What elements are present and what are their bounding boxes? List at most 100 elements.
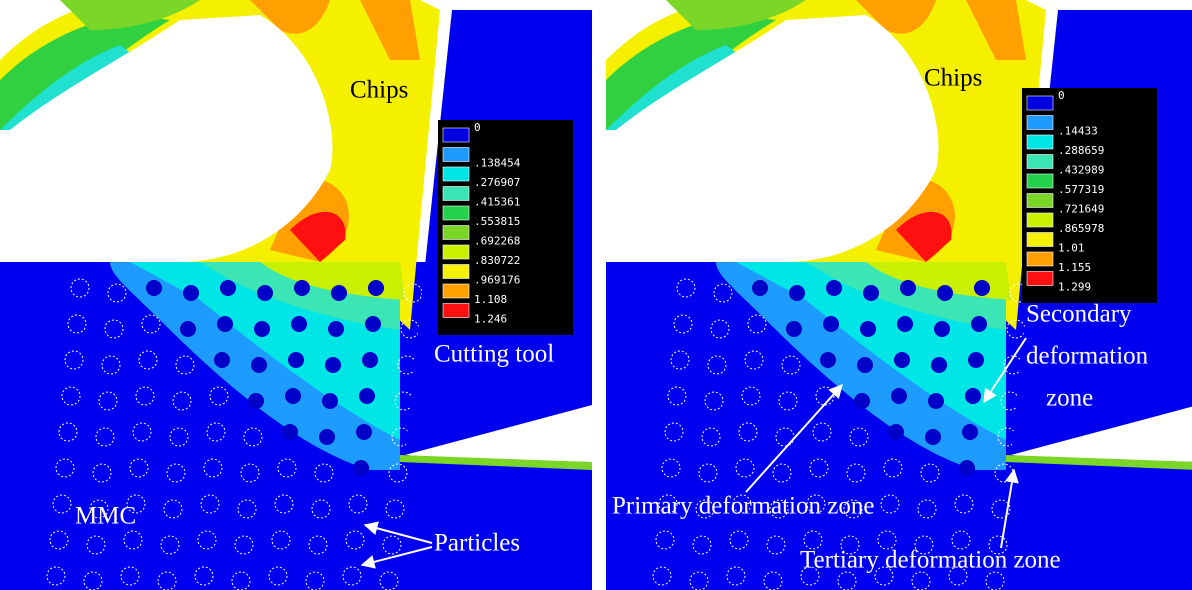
legend-label: .415361 bbox=[474, 196, 520, 209]
secondary-label: zone bbox=[1046, 385, 1093, 412]
particle-filled bbox=[220, 280, 236, 296]
tertiary-label: Tertiary deformation zone bbox=[800, 547, 1061, 574]
particle-filled bbox=[282, 424, 298, 440]
particle-filled bbox=[860, 321, 876, 337]
legend-label: .865978 bbox=[1058, 222, 1104, 235]
particle-filled bbox=[217, 316, 233, 332]
legend-label: .577319 bbox=[1058, 183, 1104, 196]
legend-swatch bbox=[443, 304, 469, 318]
particle-filled bbox=[888, 424, 904, 440]
particle-filled bbox=[322, 393, 338, 409]
particle-filled bbox=[826, 280, 842, 296]
particle-filled bbox=[894, 352, 910, 368]
legend-swatch bbox=[443, 245, 469, 259]
particle-filled bbox=[356, 424, 372, 440]
panel: 0.14433.288659.432989.577319.721649.8659… bbox=[606, 0, 1192, 590]
particle-filled bbox=[928, 393, 944, 409]
particle-filled bbox=[823, 316, 839, 332]
legend-swatch bbox=[1027, 174, 1053, 188]
particle-filled bbox=[937, 285, 953, 301]
particle-filled bbox=[294, 280, 310, 296]
legend: 0 .138454 .276907 .415361 .553815 .692268 .830… bbox=[438, 120, 573, 335]
particle-filled bbox=[288, 352, 304, 368]
particle-filled bbox=[368, 280, 384, 296]
particle-filled bbox=[359, 388, 375, 404]
legend-swatch bbox=[1027, 213, 1053, 227]
legend-swatch bbox=[1027, 116, 1053, 130]
particle-filled bbox=[897, 316, 913, 332]
particle-filled bbox=[146, 280, 162, 296]
legend-swatch bbox=[1027, 252, 1053, 266]
legend-label: 1.299 bbox=[1058, 281, 1091, 294]
primary-label: Primary deformation zone bbox=[612, 493, 874, 520]
particle-filled bbox=[820, 352, 836, 368]
legend-label: .692268 bbox=[474, 235, 520, 248]
secondary-label: Secondary bbox=[1026, 301, 1132, 328]
legend-swatch bbox=[443, 148, 469, 162]
particle-filled bbox=[180, 321, 196, 337]
panel: 0 .138454 .276907 .415361 .553815 .692268 .830… bbox=[0, 0, 592, 590]
legend-label: .721649 bbox=[1058, 203, 1104, 216]
particle-filled bbox=[291, 316, 307, 332]
particles-label: Particles bbox=[434, 530, 520, 557]
chips-label: Chips bbox=[350, 77, 408, 104]
legend-swatch bbox=[1027, 135, 1053, 149]
legend-label: .830722 bbox=[474, 254, 520, 267]
legend-swatch bbox=[443, 284, 469, 298]
legend-swatch bbox=[443, 265, 469, 279]
mmc-label: MMC bbox=[75, 503, 136, 530]
legend-label: .138454 bbox=[474, 157, 521, 170]
tool-label: Cutting tool bbox=[434, 341, 554, 368]
legend-swatch bbox=[443, 167, 469, 181]
legend: 0.14433.288659.432989.577319.721649.8659… bbox=[1022, 88, 1157, 303]
figure: 0 .138454 .276907 .415361 .553815 .692268 .830… bbox=[0, 0, 1192, 590]
legend-label: 1.01 bbox=[1058, 242, 1085, 255]
legend-swatch bbox=[443, 226, 469, 240]
particle-filled bbox=[251, 357, 267, 373]
particle-filled bbox=[285, 388, 301, 404]
legend-label: .553815 bbox=[474, 215, 520, 228]
chips-label: Chips bbox=[924, 65, 982, 92]
legend-swatch bbox=[1027, 155, 1053, 169]
particle-filled bbox=[925, 429, 941, 445]
particle-filled bbox=[248, 393, 264, 409]
particle-filled bbox=[934, 321, 950, 337]
legend-label: 0 bbox=[1058, 89, 1065, 102]
particle-filled bbox=[786, 321, 802, 337]
particle-filled bbox=[931, 357, 947, 373]
legend-swatch bbox=[1027, 194, 1053, 208]
particle-filled bbox=[959, 460, 975, 476]
particle-filled bbox=[331, 285, 347, 301]
legend-label: 0 bbox=[474, 121, 481, 134]
secondary-label: deformation bbox=[1026, 343, 1149, 370]
particle-filled bbox=[325, 357, 341, 373]
particle-filled bbox=[257, 285, 273, 301]
particle-filled bbox=[752, 280, 768, 296]
particle-filled bbox=[353, 460, 369, 476]
legend-swatch bbox=[1027, 96, 1053, 110]
particle-filled bbox=[362, 352, 378, 368]
legend-label: 1.246 bbox=[474, 313, 507, 326]
particle-filled bbox=[962, 424, 978, 440]
particle-filled bbox=[863, 285, 879, 301]
particle-filled bbox=[183, 285, 199, 301]
particle-filled bbox=[854, 393, 870, 409]
legend-swatch bbox=[443, 206, 469, 220]
particle-filled bbox=[891, 388, 907, 404]
particle-filled bbox=[319, 429, 335, 445]
legend-label: 1.155 bbox=[1058, 261, 1091, 274]
particle-filled bbox=[789, 285, 805, 301]
particle-filled bbox=[328, 321, 344, 337]
particle-filled bbox=[965, 388, 981, 404]
legend-label: .288659 bbox=[1058, 144, 1104, 157]
particle-filled bbox=[968, 352, 984, 368]
legend-label: .276907 bbox=[474, 176, 520, 189]
particle-filled bbox=[214, 352, 230, 368]
legend-label: .14433 bbox=[1058, 125, 1098, 138]
legend-label: .969176 bbox=[474, 274, 520, 287]
particle-filled bbox=[900, 280, 916, 296]
legend-label: 1.108 bbox=[474, 293, 507, 306]
legend-swatch bbox=[1027, 272, 1053, 286]
legend-swatch bbox=[443, 128, 469, 142]
particle-filled bbox=[971, 316, 987, 332]
